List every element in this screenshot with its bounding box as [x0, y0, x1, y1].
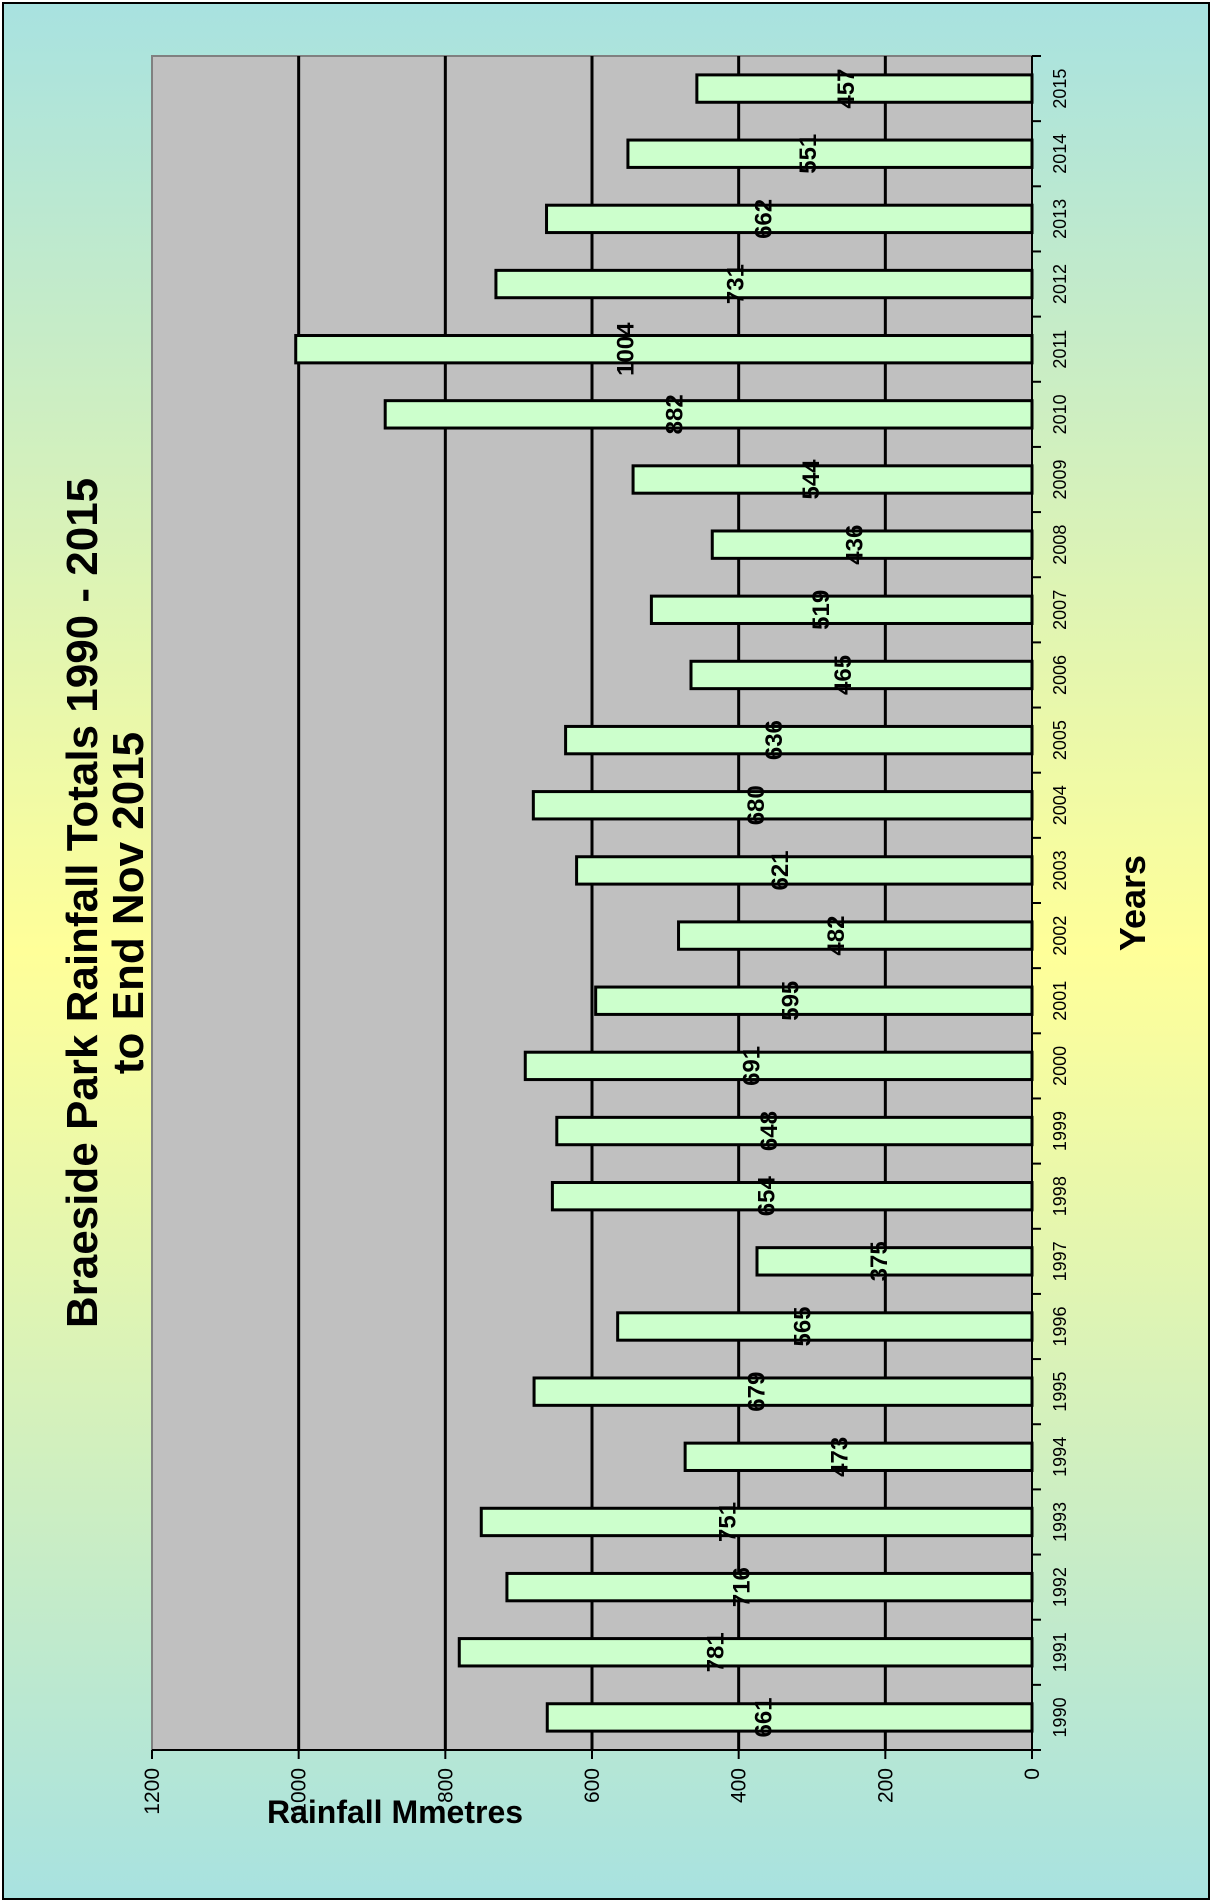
x-axis-title: Years	[1112, 855, 1153, 951]
bar	[383, 399, 1034, 430]
y-tick-label: 0	[1021, 1768, 1044, 1780]
bar	[294, 334, 1034, 365]
x-tick-label: 1999	[1050, 1111, 1070, 1151]
bar	[616, 1311, 1034, 1342]
bar	[532, 1376, 1034, 1407]
x-tick-label: 2003	[1050, 850, 1070, 890]
x-tick-label: 2004	[1050, 785, 1070, 825]
bar	[523, 1050, 1034, 1082]
bar-value-label: 661	[751, 1697, 778, 1737]
x-tick-label: 2002	[1050, 916, 1070, 956]
bar	[677, 920, 1034, 951]
bar-value-label: 662	[750, 199, 777, 239]
bar-value-label: 731	[723, 264, 750, 304]
bar	[479, 1506, 1034, 1538]
bar	[545, 1702, 1034, 1733]
chart-subtitle: to End Nov 2015	[104, 732, 153, 1074]
bar-value-label: 648	[756, 1111, 783, 1151]
x-tick-label: 1996	[1050, 1306, 1070, 1346]
x-tick-label: 1995	[1050, 1372, 1070, 1412]
bar	[683, 1441, 1034, 1472]
x-tick-label: 1991	[1050, 1632, 1070, 1672]
bar	[626, 138, 1034, 169]
bar-value-label: 636	[761, 720, 788, 760]
bar-value-label: 679	[743, 1372, 770, 1412]
x-tick-label: 2008	[1050, 525, 1070, 565]
y-tick-label: 200	[874, 1768, 897, 1803]
bar	[631, 464, 1034, 495]
y-tick-label: 600	[581, 1768, 604, 1803]
bar-value-label: 781	[702, 1632, 729, 1672]
bar-value-label: 882	[662, 394, 689, 434]
x-tick-label: 2005	[1050, 720, 1070, 760]
bar-value-label: 595	[777, 981, 804, 1021]
x-tick-label: 2011	[1050, 330, 1070, 369]
bar-value-label: 544	[798, 459, 825, 500]
bar	[550, 1181, 1034, 1212]
x-tick-label: 2010	[1050, 394, 1070, 434]
x-tick-label: 2012	[1050, 264, 1070, 304]
y-tick-label: 400	[728, 1768, 751, 1803]
bar	[710, 529, 1034, 560]
x-tick-label: 1994	[1050, 1437, 1070, 1477]
bar	[457, 1637, 1034, 1668]
bar	[695, 73, 1034, 104]
bar-value-label: 565	[789, 1306, 816, 1346]
bar-value-label: 1004	[612, 322, 639, 376]
bar	[594, 985, 1034, 1016]
bar-value-label: 621	[767, 850, 794, 890]
x-tick-label: 1997	[1050, 1241, 1070, 1281]
y-tick-label: 1000	[288, 1768, 311, 1815]
bar-value-label: 751	[714, 1502, 741, 1542]
bar	[545, 203, 1034, 235]
bar-value-label: 519	[808, 590, 835, 630]
bar-value-label: 716	[729, 1567, 756, 1607]
bar-value-label: 691	[739, 1046, 766, 1086]
bar-value-label: 473	[827, 1437, 854, 1477]
bar-value-label: 457	[833, 69, 860, 109]
bar	[494, 268, 1034, 300]
bar-value-label: 654	[754, 1176, 781, 1217]
x-tick-label: 1992	[1050, 1567, 1070, 1607]
bar	[689, 659, 1034, 691]
bar-value-label: 680	[743, 785, 770, 825]
x-tick-label: 2015	[1050, 69, 1070, 109]
bar-value-label: 465	[830, 655, 857, 695]
x-tick-label: 2006	[1050, 655, 1070, 695]
x-tick-label: 2009	[1050, 459, 1070, 499]
bar	[531, 790, 1034, 821]
bar-value-label: 551	[795, 134, 822, 174]
x-tick-label: 2014	[1050, 134, 1070, 174]
x-tick-label: 1990	[1050, 1697, 1070, 1737]
y-tick-label: 1200	[141, 1768, 164, 1815]
bar	[649, 594, 1034, 625]
bar	[575, 855, 1034, 886]
x-tick-label: 1993	[1050, 1502, 1070, 1542]
bar-value-label: 482	[823, 916, 850, 956]
y-axis-title: Rainfall Mmetres	[267, 1794, 523, 1830]
x-tick-label: 1998	[1050, 1176, 1070, 1216]
x-tick-label: 2013	[1050, 199, 1070, 239]
bar-value-label: 375	[866, 1241, 893, 1281]
bar-value-label: 436	[841, 525, 868, 565]
bar	[564, 724, 1034, 756]
bar	[755, 1246, 1034, 1277]
x-tick-label: 2007	[1050, 590, 1070, 630]
bar	[505, 1571, 1034, 1603]
y-tick-label: 800	[434, 1768, 457, 1803]
x-tick-label: 2000	[1050, 1046, 1070, 1086]
bar	[555, 1115, 1034, 1147]
x-tick-label: 2001	[1050, 981, 1070, 1021]
chart-title: Braeside Park Rainfall Totals 1990 - 201…	[58, 478, 107, 1328]
